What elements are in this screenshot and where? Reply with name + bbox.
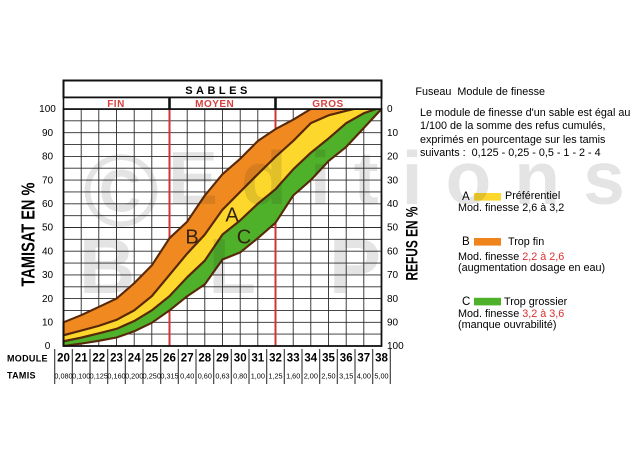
svg-text:20: 20 (57, 353, 70, 365)
svg-text:0,160: 0,160 (107, 372, 125, 381)
svg-text:28: 28 (198, 353, 211, 365)
svg-text:37: 37 (357, 353, 370, 365)
svg-text:0,200: 0,200 (125, 372, 143, 381)
svg-text:33: 33 (287, 353, 300, 365)
svg-text:80: 80 (387, 294, 399, 305)
svg-text:0: 0 (387, 104, 393, 115)
svg-text:24: 24 (128, 353, 141, 365)
svg-text:100: 100 (387, 341, 404, 352)
svg-text:100: 100 (39, 104, 56, 115)
svg-text:5,00: 5,00 (374, 372, 388, 381)
svg-text:0,40: 0,40 (180, 372, 194, 381)
svg-text:32: 32 (269, 353, 282, 365)
svg-text:A: A (225, 205, 239, 227)
svg-text:3,15: 3,15 (339, 372, 353, 381)
svg-text:MOYEN: MOYEN (195, 99, 234, 110)
svg-text:70: 70 (42, 175, 54, 186)
svg-text:40: 40 (387, 199, 399, 210)
svg-text:60: 60 (42, 199, 54, 210)
svg-text:B: B (185, 227, 198, 249)
svg-text:0,63: 0,63 (215, 372, 229, 381)
svg-text:20: 20 (42, 294, 54, 305)
svg-text:35: 35 (322, 353, 335, 365)
svg-text:25: 25 (145, 353, 158, 365)
svg-text:SABLES: SABLES (185, 85, 251, 97)
svg-text:GROS: GROS (312, 99, 343, 110)
svg-text:4,00: 4,00 (357, 372, 371, 381)
svg-text:90: 90 (387, 318, 399, 329)
svg-text:MODULE: MODULE (7, 354, 48, 364)
svg-text:40: 40 (42, 246, 54, 257)
svg-text:30: 30 (42, 270, 54, 281)
svg-text:1,25: 1,25 (268, 372, 282, 381)
svg-text:TAMIS: TAMIS (7, 371, 36, 381)
svg-text:80: 80 (42, 152, 54, 163)
svg-text:0,315: 0,315 (160, 372, 178, 381)
svg-text:TAMISAT EN %: TAMISAT EN % (19, 183, 39, 287)
svg-text:FIN: FIN (107, 99, 125, 110)
svg-text:C: C (237, 227, 251, 249)
svg-text:1,00: 1,00 (251, 372, 265, 381)
svg-text:21: 21 (75, 353, 88, 365)
svg-text:REFUS EN %: REFUS EN % (404, 206, 422, 280)
svg-text:50: 50 (42, 223, 54, 234)
svg-text:31: 31 (251, 353, 264, 365)
svg-text:26: 26 (163, 353, 176, 365)
svg-text:10: 10 (42, 318, 54, 329)
svg-text:34: 34 (304, 353, 317, 365)
svg-text:50: 50 (387, 223, 399, 234)
svg-text:90: 90 (42, 128, 54, 139)
svg-text:27: 27 (181, 353, 194, 365)
svg-text:29: 29 (216, 353, 229, 365)
svg-text:0,080: 0,080 (54, 372, 72, 381)
svg-text:36: 36 (340, 353, 353, 365)
svg-text:0,80: 0,80 (233, 372, 247, 381)
svg-text:10: 10 (387, 128, 399, 139)
svg-text:60: 60 (387, 246, 399, 257)
svg-text:2,00: 2,00 (304, 372, 318, 381)
svg-text:0,250: 0,250 (143, 372, 161, 381)
svg-text:0,100: 0,100 (72, 372, 90, 381)
svg-text:30: 30 (234, 353, 247, 365)
svg-text:70: 70 (387, 270, 399, 281)
svg-text:2,50: 2,50 (321, 372, 335, 381)
svg-text:30: 30 (387, 175, 399, 186)
svg-text:0,60: 0,60 (198, 372, 212, 381)
svg-text:20: 20 (387, 152, 399, 163)
svg-text:22: 22 (92, 353, 105, 365)
svg-text:23: 23 (110, 353, 123, 365)
svg-text:1,60: 1,60 (286, 372, 300, 381)
svg-text:0,125: 0,125 (90, 372, 108, 381)
svg-text:38: 38 (375, 353, 388, 365)
svg-text:0: 0 (45, 341, 51, 352)
